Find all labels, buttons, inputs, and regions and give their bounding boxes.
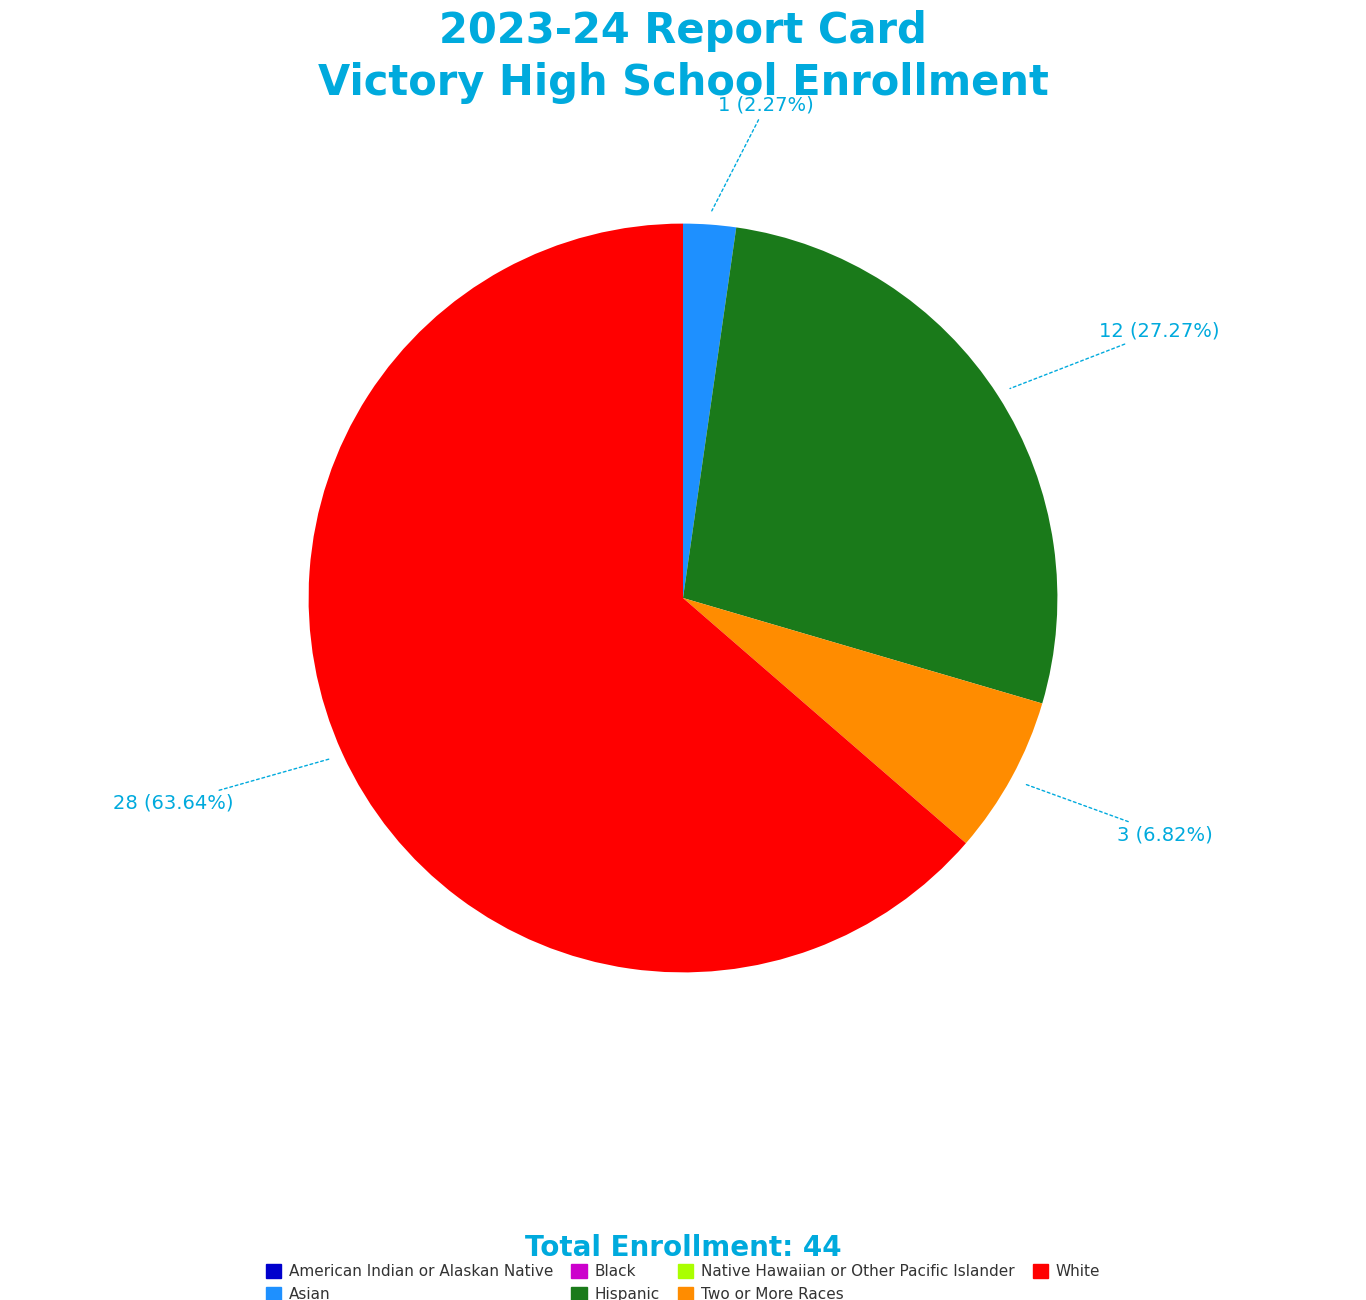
- Text: 1 (2.27%): 1 (2.27%): [712, 96, 814, 211]
- Wedge shape: [683, 598, 1042, 844]
- Legend: American Indian or Alaskan Native, Asian, Black, Hispanic, Native Hawaiian or Ot: American Indian or Alaskan Native, Asian…: [266, 1264, 1100, 1300]
- Text: Total Enrollment: 44: Total Enrollment: 44: [525, 1234, 841, 1262]
- Title: 2023-24 Report Card
Victory High School Enrollment: 2023-24 Report Card Victory High School …: [317, 10, 1049, 104]
- Text: 28 (63.64%): 28 (63.64%): [113, 759, 329, 812]
- Wedge shape: [683, 227, 1057, 703]
- Text: 12 (27.27%): 12 (27.27%): [1009, 321, 1220, 389]
- Wedge shape: [683, 224, 736, 598]
- Wedge shape: [309, 224, 966, 972]
- Text: 3 (6.82%): 3 (6.82%): [1024, 784, 1213, 844]
